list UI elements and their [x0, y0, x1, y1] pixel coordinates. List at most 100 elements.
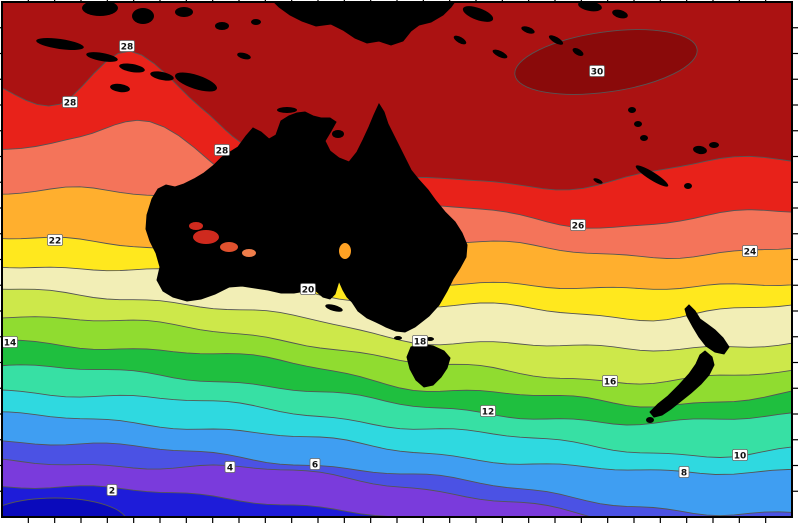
- contour-label-box: [119, 40, 135, 52]
- contour-label-28: 28: [62, 96, 78, 109]
- contour-label-box: [62, 96, 78, 108]
- contour-line-12: [2, 364, 792, 426]
- island: [82, 2, 118, 16]
- contour-label-text: 10: [734, 452, 747, 462]
- contour-label-6: 6: [309, 458, 321, 471]
- island: [634, 121, 642, 127]
- lake: [193, 230, 219, 244]
- island: [426, 337, 434, 341]
- contour-label-box: [412, 335, 428, 347]
- contour-label-box: [732, 449, 748, 461]
- island: [86, 52, 118, 62]
- contour-label-30: 30: [589, 65, 605, 78]
- contour-label-text: 14: [4, 339, 17, 349]
- contour-label-text: 22: [49, 237, 62, 247]
- contour-label-text: 2: [109, 487, 115, 497]
- contour-label-box: [480, 405, 496, 417]
- island: [640, 135, 648, 141]
- contour-label-4: 4: [224, 461, 236, 474]
- landmass-layer: [36, 2, 730, 423]
- contour-label-box: [214, 144, 230, 156]
- island: [251, 19, 261, 25]
- contour-label-text: 26: [572, 222, 585, 232]
- contour-label-text: 8: [681, 469, 687, 479]
- island: [635, 165, 669, 187]
- island: [693, 145, 707, 155]
- island: [628, 107, 636, 113]
- contour-label-24: 24: [742, 245, 758, 258]
- contour-label-text: 28: [64, 99, 77, 109]
- island: [492, 49, 508, 59]
- closed-contour-30: [514, 29, 698, 95]
- contour-label-8: 8: [678, 466, 690, 479]
- island: [325, 304, 343, 312]
- contour-label-text: 28: [216, 147, 229, 157]
- lake: [339, 243, 351, 259]
- contour-label-box: [570, 219, 586, 231]
- contour-label-text: 24: [744, 248, 757, 258]
- island: [462, 6, 494, 22]
- contour-label-2: 2: [106, 484, 118, 497]
- island: [572, 48, 584, 56]
- contour-label-26: 26: [570, 219, 586, 232]
- contour-label-box: [602, 375, 618, 387]
- contour-label-16: 16: [602, 375, 618, 388]
- contour-label-10: 10: [732, 449, 748, 462]
- contour-label-22: 22: [47, 234, 63, 247]
- contour-label-text: 6: [312, 461, 318, 471]
- contour-label-28: 28: [119, 40, 135, 53]
- island: [684, 183, 692, 189]
- contour-label-box: [47, 234, 63, 246]
- nz-north-island-landmass: [684, 304, 730, 355]
- contour-line-16: [2, 316, 792, 385]
- island: [237, 52, 251, 60]
- island: [593, 178, 603, 184]
- island: [394, 336, 402, 340]
- nz-south-island-landmass: [649, 350, 715, 418]
- island: [646, 417, 654, 423]
- island: [548, 35, 564, 45]
- contour-label-12: 12: [480, 405, 496, 418]
- contour-label-18: 18: [412, 335, 428, 348]
- island: [174, 72, 218, 92]
- island: [709, 142, 719, 148]
- island: [110, 83, 130, 93]
- australia-landmass: [145, 102, 468, 333]
- island: [453, 35, 467, 45]
- island: [175, 7, 193, 17]
- contour-label-box: [678, 466, 690, 478]
- contour-label-text: 20: [302, 286, 315, 296]
- island: [119, 63, 145, 73]
- tasmania-landmass: [406, 343, 451, 388]
- contour-label-text: 12: [482, 408, 495, 418]
- island: [277, 107, 297, 113]
- contour-label-box: [589, 65, 605, 77]
- island: [215, 22, 229, 30]
- closed-contour-0: [2, 497, 126, 517]
- contour-line-10: [2, 389, 792, 458]
- contour-line-18: [2, 288, 792, 352]
- island: [578, 2, 602, 12]
- contour-label-box: [300, 283, 316, 295]
- contour-label-text: 28: [121, 43, 134, 53]
- contour-label-text: 16: [604, 378, 617, 388]
- contour-label-20: 20: [300, 283, 316, 296]
- contour-labels: 28 28 28 30 26 24 22 20 18 16 14 12 10 8 6 4 2: [2, 40, 758, 497]
- contour-line-2: [2, 485, 402, 517]
- new-guinea-landmass: [273, 2, 456, 46]
- contour-line-6: [2, 440, 792, 517]
- island: [36, 38, 84, 50]
- lake: [189, 222, 203, 230]
- contour-label-text: 18: [414, 338, 427, 348]
- island: [132, 8, 154, 24]
- contour-label-box: [106, 484, 118, 496]
- contour-label-box: [224, 461, 236, 473]
- contour-label-box: [742, 245, 758, 257]
- contour-lines: [2, 50, 792, 517]
- island: [521, 26, 535, 34]
- lake: [242, 249, 256, 257]
- island: [612, 9, 628, 19]
